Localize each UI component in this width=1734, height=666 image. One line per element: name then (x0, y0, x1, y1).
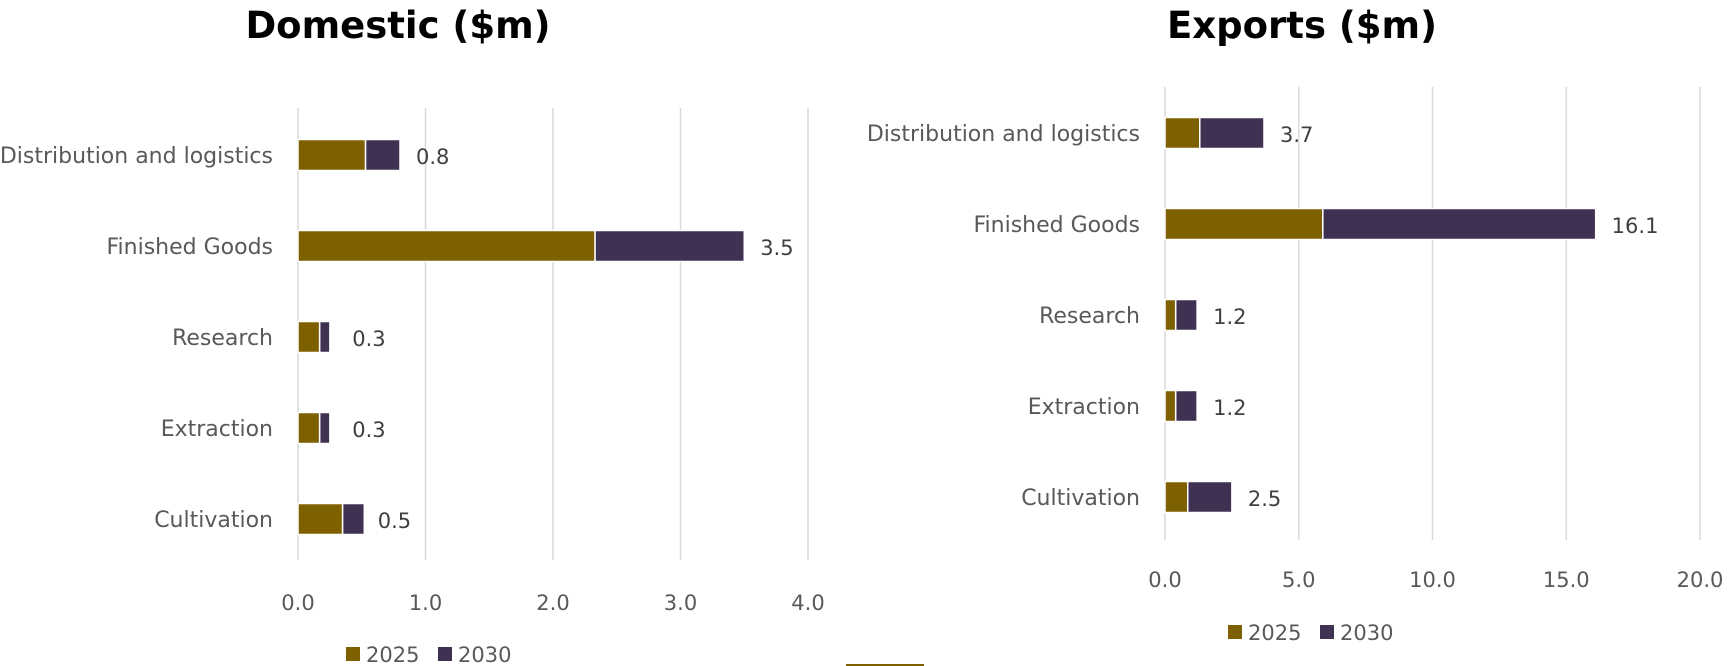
exports-category-label: Cultivation (1021, 486, 1140, 511)
exports-x-tick-label: 5.0 (1282, 568, 1315, 592)
domestic-x-tick-label: 2.0 (536, 591, 569, 615)
domestic-bar-2030 (364, 138, 401, 172)
domestic-legend-swatch-2030 (438, 647, 452, 661)
domestic-bar-2030 (318, 320, 331, 354)
domestic-legend-label-2025: 2025 (366, 643, 419, 666)
domestic-bar-2025 (297, 411, 321, 445)
domestic-x-tick-label: 1.0 (409, 591, 442, 615)
exports-bar-2030 (1186, 480, 1233, 514)
domestic-chart: Domestic ($m) Distribution and logistics… (0, 4, 825, 666)
exports-data-label: 1.2 (1213, 396, 1246, 420)
exports-x-tick-label: 10.0 (1409, 568, 1456, 592)
exports-legend-label-2025: 2025 (1248, 621, 1301, 645)
domestic-category-label: Distribution and logistics (0, 144, 273, 169)
exports-chart-title: Exports ($m) (1167, 4, 1437, 47)
exports-category-labels: Distribution and logistics Finished Goods… (867, 122, 1140, 511)
domestic-bar-2030 (341, 502, 366, 536)
exports-category-label: Finished Goods (973, 213, 1140, 238)
domestic-bars (297, 138, 746, 536)
exports-data-label: 16.1 (1612, 214, 1659, 238)
exports-category-label: Research (1039, 304, 1140, 329)
exports-data-labels: 3.7 16.1 1.2 1.2 2.5 (1213, 123, 1658, 511)
domestic-bar-2030 (594, 229, 746, 263)
exports-x-tick-label: 0.0 (1148, 568, 1181, 592)
exports-bar-2025 (1164, 116, 1201, 150)
exports-data-label: 3.7 (1280, 123, 1313, 147)
domestic-category-label: Research (172, 326, 273, 351)
exports-bars (1164, 116, 1597, 514)
domestic-data-label: 0.3 (352, 327, 385, 351)
domestic-legend-label-2030: 2030 (458, 643, 511, 666)
exports-chart: Exports ($m) Distribution and logistics F… (867, 4, 1724, 645)
exports-bar-2025 (1164, 207, 1324, 241)
exports-bar-2030 (1174, 389, 1198, 423)
domestic-bar-2030 (318, 411, 331, 445)
domestic-bar-2025 (297, 502, 344, 536)
exports-legend: 2025 2030 (1228, 621, 1393, 645)
domestic-chart-title: Domestic ($m) (245, 4, 550, 47)
domestic-data-label: 3.5 (760, 236, 793, 260)
domestic-x-tick-label: 3.0 (664, 591, 697, 615)
exports-legend-swatch-2025 (1228, 625, 1242, 639)
domestic-category-label: Cultivation (154, 508, 273, 533)
domestic-bar-2025 (297, 320, 321, 354)
domestic-category-label: Finished Goods (106, 235, 273, 260)
exports-category-label: Distribution and logistics (867, 122, 1140, 147)
exports-bar-2030 (1199, 116, 1265, 150)
exports-bar-2025 (1164, 298, 1177, 332)
exports-bar-2025 (1164, 480, 1189, 514)
domestic-category-label: Extraction (161, 417, 273, 442)
domestic-bar-2025 (297, 138, 367, 172)
domestic-gridlines (297, 108, 809, 560)
domestic-data-label: 0.8 (416, 145, 449, 169)
domestic-x-tick-labels: 0.0 1.0 2.0 3.0 4.0 (281, 591, 824, 615)
exports-data-label: 1.2 (1213, 305, 1246, 329)
domestic-legend: 2025 2030 (346, 643, 511, 666)
exports-bar-2030 (1322, 207, 1597, 241)
exports-bar-2030 (1174, 298, 1198, 332)
domestic-legend-swatch-2025 (346, 647, 360, 661)
exports-x-tick-label: 20.0 (1677, 568, 1724, 592)
exports-category-label: Extraction (1028, 395, 1140, 420)
exports-legend-label-2030: 2030 (1340, 621, 1393, 645)
exports-x-tick-label: 15.0 (1543, 568, 1590, 592)
domestic-category-labels: Distribution and logistics Finished Goods… (0, 144, 273, 533)
domestic-data-labels: 0.8 3.5 0.3 0.3 0.5 (352, 145, 793, 533)
exports-x-tick-labels: 0.0 5.0 10.0 15.0 20.0 (1148, 568, 1723, 592)
exports-bar-2025 (1164, 389, 1177, 423)
domestic-x-tick-label: 4.0 (791, 591, 824, 615)
exports-legend-swatch-2030 (1320, 625, 1334, 639)
exports-data-label: 2.5 (1248, 487, 1281, 511)
domestic-x-tick-label: 0.0 (281, 591, 314, 615)
domestic-bar-2025 (297, 229, 596, 263)
domestic-data-label: 0.5 (378, 509, 411, 533)
domestic-data-label: 0.3 (352, 418, 385, 442)
